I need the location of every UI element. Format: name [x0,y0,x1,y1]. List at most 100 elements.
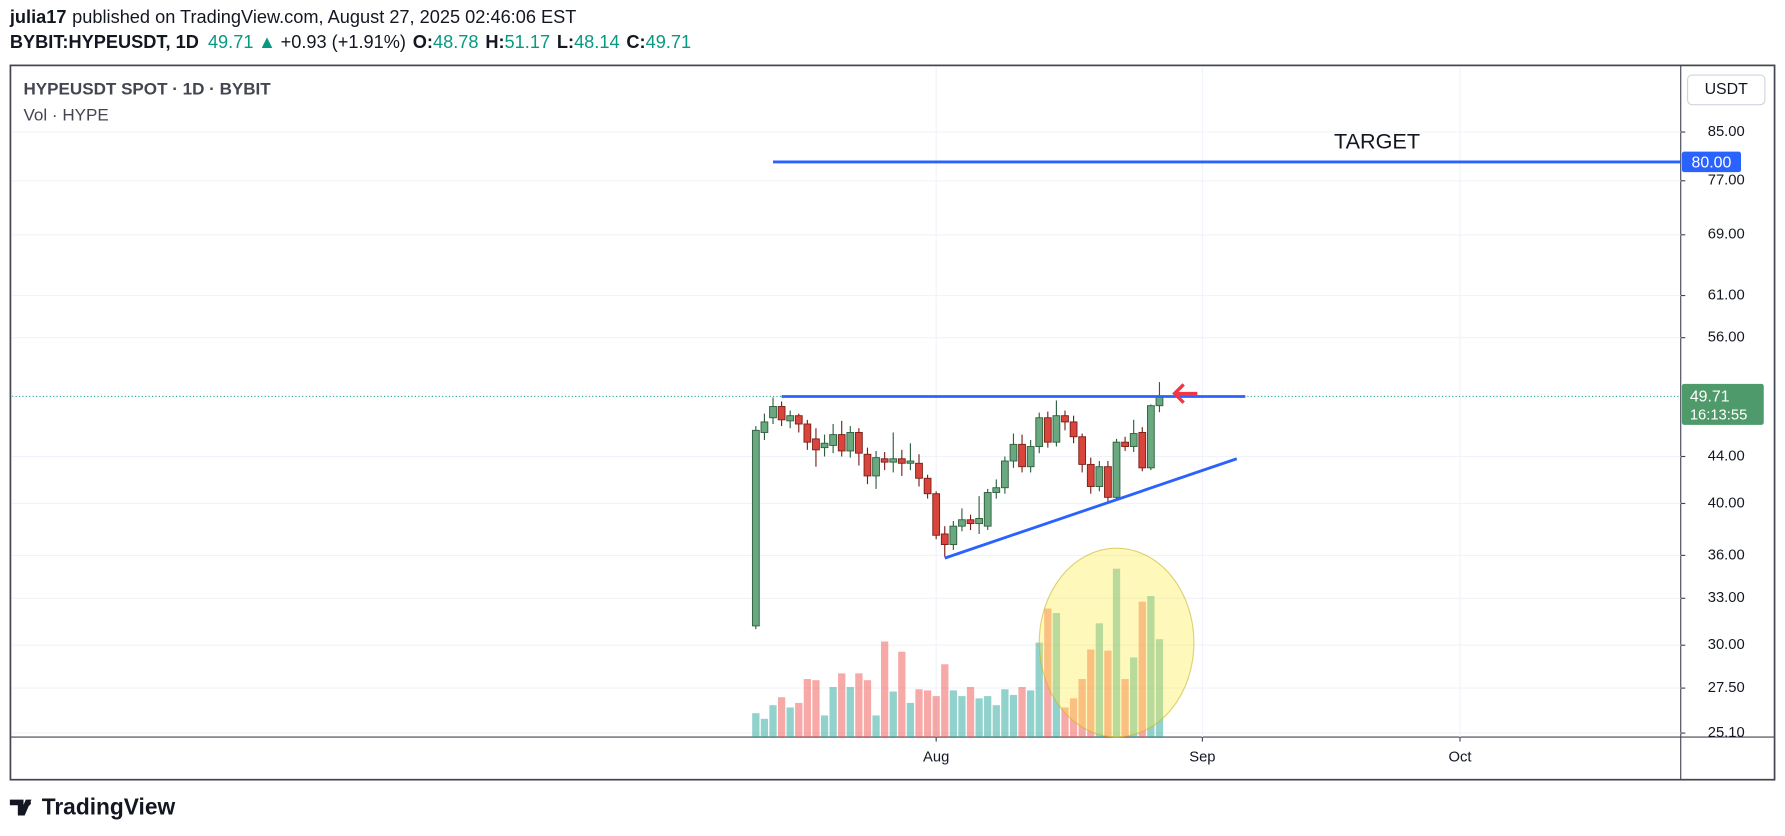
candle-body [1026,446,1035,468]
candle-body [1147,405,1155,469]
volume-bar [881,641,889,738]
chart-title: HYPEUSDT SPOT · 1D · BYBIT [24,79,272,98]
candle-body [906,460,915,464]
currency-button[interactable] [1686,74,1766,106]
volume-label: Vol · HYPE [24,106,109,125]
chart-frame [9,64,1776,781]
candle-body [760,421,769,433]
candle-body [923,477,932,495]
volume-bar [941,664,949,738]
volume-bar [932,696,940,738]
l-label: L: [557,32,574,52]
volume-bar [958,696,966,738]
volume-bar [949,690,957,738]
candle-body [786,415,795,422]
volume-bar [1001,689,1009,738]
candle-body [983,492,992,527]
o-value: 48.78 [433,32,479,52]
symbol: BYBIT:HYPEUSDT, 1D [10,32,199,52]
candle-body [751,429,760,627]
y-tick-label: 61.00 [1708,287,1745,303]
candle-body [1035,417,1044,447]
volume-bar [752,713,760,738]
target-box [1681,151,1742,173]
y-tick-label: 69.00 [1708,227,1745,243]
volume-bar [863,680,872,738]
candle-body [897,458,906,464]
volume-bar [846,686,854,738]
last-price-label: 49.71 [1690,389,1730,406]
candle-body [1138,432,1147,469]
volume-bar [1009,694,1018,738]
volume-bar [760,718,769,738]
candle-body [1112,441,1121,498]
highlight-ellipse [1038,547,1195,738]
last-price: 49.71 [208,32,254,52]
ohlc-line: BYBIT:HYPEUSDT, 1D 49.71 ▲ +0.93 (+1.91%) O:… [10,32,691,52]
arrow [1172,383,1198,404]
support-line [944,457,1238,560]
volume-bar [838,673,846,738]
volume-bar [777,697,786,738]
volume-bar [923,690,932,738]
candle-body [820,442,829,449]
candle-body [1061,415,1069,423]
candle-body [1018,443,1026,468]
volume-bar [1155,639,1164,738]
volume-bar [786,707,794,738]
volume-bar [984,696,992,738]
candle-body [837,434,846,452]
h-label: H: [485,32,504,52]
volume-bar [992,705,1000,738]
volume-bar [1061,707,1069,738]
volume-bar [872,715,880,738]
volume-bar [1104,650,1112,738]
candle-body [803,423,812,443]
volume-bar [1147,596,1155,738]
volume-bar [855,673,863,738]
candle-body [872,457,880,477]
candle-body [812,438,820,451]
currency[interactable]: USDT [1705,81,1749,98]
volume-bar [829,686,837,738]
candle-body [769,406,777,419]
candle-body [889,458,898,463]
volume-bar [1121,679,1129,738]
volume-bar [1027,690,1035,738]
x-tick-label: Sep [1189,749,1215,765]
volume-bar [975,698,983,738]
logo: TradingView [9,794,176,820]
published: published on TradingView.com, August 27,… [72,7,576,27]
candle-body [975,518,983,525]
countdown: 16:13:55 [1690,408,1747,424]
candle-body [880,458,889,463]
axis-layer: 25.10 27.50 30.00 33.00 36.00 40.00 44.00 56.00… [923,124,1764,765]
candle-body [1043,417,1052,443]
target-value-label: 80.00 [1692,154,1732,171]
volume-bar [1044,608,1052,738]
x-tick-label: Oct [1449,749,1472,765]
y-tick-label: 56.00 [1708,330,1745,346]
volume-bar [966,686,975,738]
volume-bar [1087,649,1095,738]
y-tick-label: 25.10 [1708,725,1745,741]
candle-body [949,525,958,546]
volume-bar [906,702,915,738]
volume-bar [803,679,812,738]
grid [12,67,1681,738]
publish-line: julia17 published on TradingView.com, Aug… [9,7,577,27]
volume-bar [1130,657,1138,738]
o-label: O: [413,32,433,52]
target-label: TARGET [1334,128,1420,153]
volume-bar [898,651,906,738]
c-value: 49.71 [646,32,692,52]
candle-body [915,462,923,479]
candle-body [1129,433,1138,447]
candle-body [966,519,975,525]
brand: TradingView [42,794,176,820]
candle-body [1001,460,1009,489]
volume-bar [1069,698,1078,738]
h-value: 51.17 [505,32,551,52]
